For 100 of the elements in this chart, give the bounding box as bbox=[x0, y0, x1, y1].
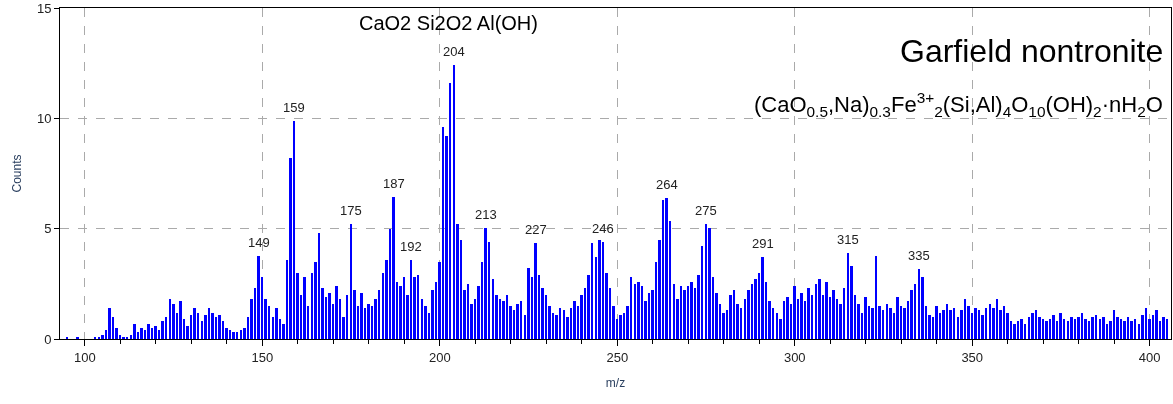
bar bbox=[534, 243, 537, 339]
text: (CaO$_{0.5}$,Na)$_{0.3}$Fe$^{3+}$$_{2}$(Si,Al)$_{4}$O$_{10}$(OH)$_{2}$·nH$_{2}$O bbox=[754, 89, 1163, 120]
bar bbox=[140, 328, 143, 339]
bar bbox=[1102, 317, 1105, 339]
bar bbox=[335, 286, 338, 339]
x-tick-label: 350 bbox=[961, 349, 984, 365]
annotation: 264 bbox=[656, 177, 678, 192]
bar bbox=[179, 301, 182, 339]
bar bbox=[1077, 317, 1080, 339]
bar bbox=[1052, 315, 1055, 339]
bar bbox=[1120, 319, 1122, 339]
annotation: 275 bbox=[695, 203, 717, 218]
bar bbox=[208, 308, 210, 339]
bar bbox=[1099, 319, 1101, 339]
bar bbox=[985, 308, 987, 339]
bar bbox=[559, 308, 561, 339]
bar bbox=[442, 127, 444, 339]
bar bbox=[1081, 313, 1083, 339]
bar bbox=[1145, 308, 1147, 339]
bar bbox=[1113, 310, 1115, 339]
bar bbox=[1042, 319, 1044, 339]
bar bbox=[708, 228, 711, 339]
bar bbox=[974, 308, 977, 339]
bar bbox=[506, 295, 508, 339]
bar bbox=[964, 299, 966, 339]
bar bbox=[918, 269, 920, 339]
bar bbox=[889, 308, 892, 339]
bar bbox=[1166, 319, 1168, 339]
annotation: 187 bbox=[383, 176, 405, 191]
bar bbox=[1091, 317, 1094, 339]
bar bbox=[641, 286, 643, 339]
bar bbox=[215, 317, 217, 339]
bar bbox=[133, 324, 136, 339]
bar bbox=[1031, 313, 1034, 339]
bar bbox=[740, 308, 742, 339]
bar bbox=[634, 284, 636, 339]
bar bbox=[1020, 319, 1023, 339]
bar bbox=[637, 282, 640, 339]
text: Garfield nontronite bbox=[900, 33, 1164, 69]
bar bbox=[648, 293, 650, 339]
bar bbox=[1049, 319, 1051, 339]
bar bbox=[108, 308, 111, 339]
bar bbox=[328, 293, 331, 339]
bar bbox=[1095, 315, 1097, 339]
bar bbox=[293, 121, 295, 339]
x-tick-label: 300 bbox=[783, 349, 806, 365]
bar bbox=[484, 228, 487, 339]
x-tick-label: 400 bbox=[1138, 349, 1161, 365]
bar bbox=[818, 279, 821, 339]
bar bbox=[378, 290, 380, 339]
y-tick-label: 10 bbox=[36, 110, 52, 126]
bar bbox=[147, 324, 150, 339]
bar bbox=[1017, 321, 1019, 339]
annotation: 246 bbox=[592, 221, 614, 236]
bar bbox=[516, 304, 519, 339]
x-tick-label: 100 bbox=[74, 349, 96, 365]
bar bbox=[776, 313, 778, 339]
bar bbox=[875, 256, 877, 339]
bar bbox=[520, 301, 522, 339]
bar bbox=[232, 332, 235, 339]
x-axis-title: m/z bbox=[605, 376, 626, 391]
bar bbox=[783, 301, 785, 339]
bar bbox=[602, 242, 604, 339]
bar bbox=[449, 83, 451, 339]
bar bbox=[847, 253, 849, 339]
bar bbox=[665, 198, 668, 339]
annotation: 335 bbox=[908, 248, 930, 263]
bar bbox=[563, 310, 565, 339]
bar bbox=[882, 310, 884, 339]
bar bbox=[680, 286, 682, 339]
y-axis-title: Counts bbox=[10, 154, 25, 193]
bar bbox=[886, 304, 888, 339]
bar bbox=[733, 290, 735, 339]
bar bbox=[687, 286, 689, 339]
bar bbox=[229, 330, 231, 339]
bar bbox=[403, 277, 405, 339]
bar bbox=[218, 315, 221, 339]
bar bbox=[303, 277, 306, 339]
bar bbox=[1070, 317, 1073, 339]
bar bbox=[591, 243, 593, 339]
bar bbox=[705, 224, 707, 339]
bar bbox=[683, 290, 686, 339]
bar bbox=[935, 306, 938, 339]
bar bbox=[492, 279, 494, 339]
bar bbox=[996, 299, 998, 339]
y-tick-label: 0 bbox=[44, 331, 52, 347]
bar bbox=[761, 257, 764, 339]
bar bbox=[1059, 313, 1062, 339]
bar bbox=[832, 290, 835, 339]
bar bbox=[1134, 319, 1136, 339]
bar bbox=[1130, 321, 1133, 339]
bar bbox=[946, 304, 948, 339]
bar bbox=[989, 304, 991, 339]
x-tick-label: 250 bbox=[606, 349, 629, 365]
bar bbox=[240, 330, 242, 339]
y-tick-label: 15 bbox=[36, 0, 52, 16]
bar bbox=[1162, 317, 1165, 339]
bar bbox=[1123, 321, 1126, 339]
bar bbox=[467, 284, 469, 339]
bar bbox=[793, 286, 796, 339]
